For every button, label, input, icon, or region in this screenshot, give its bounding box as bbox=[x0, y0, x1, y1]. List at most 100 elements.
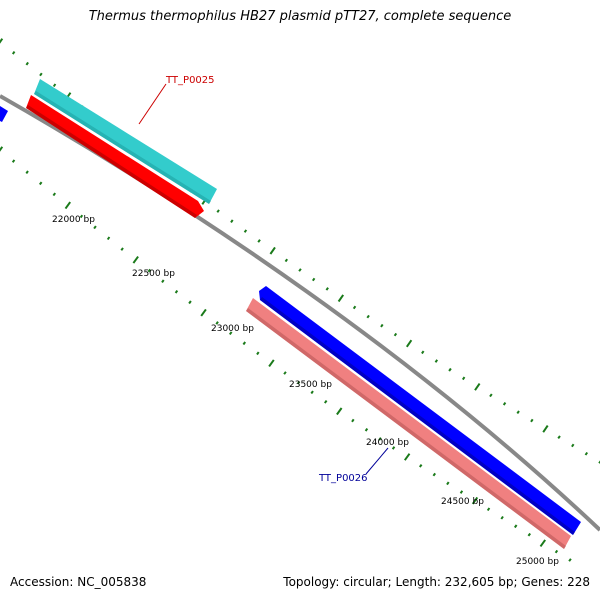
ring-1-tick bbox=[352, 305, 357, 310]
ring-1-tick bbox=[0, 38, 4, 44]
accession-text: Accession: NC_005838 bbox=[10, 575, 147, 589]
tick-label-22500: 22500 bp bbox=[132, 269, 175, 279]
ring-1-tick bbox=[216, 209, 220, 213]
ring-2-tick bbox=[539, 539, 547, 547]
ring-2-tick bbox=[161, 279, 165, 283]
ring-2-tick bbox=[268, 359, 275, 367]
ring-2-tick bbox=[25, 170, 29, 174]
ring-1-tick bbox=[337, 294, 345, 303]
ring-2-tick bbox=[0, 146, 4, 152]
feature-tt-p0026-cds-shade bbox=[260, 297, 575, 535]
ring-2-tick bbox=[554, 549, 559, 554]
ring-1-tick bbox=[530, 418, 534, 423]
ring-2-tick bbox=[256, 351, 260, 356]
ring-1-tick bbox=[257, 239, 261, 243]
ring-1-tick bbox=[25, 61, 29, 66]
ring-1-tick bbox=[461, 376, 466, 381]
ring-2-tick bbox=[79, 214, 84, 219]
ring-1-tick bbox=[39, 72, 43, 77]
feature-tt-p0026-gene[interactable] bbox=[246, 298, 571, 549]
feature-label-tt-p0025[interactable]: TT_P0025 bbox=[165, 75, 215, 86]
ring-1-tick bbox=[421, 350, 425, 355]
ring-2-tick bbox=[471, 496, 479, 505]
ring-2-tick bbox=[527, 532, 532, 537]
ring-2-tick bbox=[174, 290, 179, 294]
ring-2-tick bbox=[391, 446, 396, 450]
ring-1-tick bbox=[284, 258, 289, 263]
ring-1-tick bbox=[516, 410, 520, 414]
ring-2-tick bbox=[296, 380, 301, 385]
ring-1-tick bbox=[557, 435, 561, 439]
ring-1-tick bbox=[52, 83, 57, 88]
ring-1-tick bbox=[474, 383, 481, 391]
tick-label-23000: 23000 bp bbox=[211, 324, 254, 334]
ring-1-tick bbox=[325, 287, 329, 291]
ring-2-tick bbox=[11, 159, 16, 163]
ring-2-tick bbox=[500, 515, 504, 520]
ring-2-tick bbox=[568, 558, 572, 562]
feature-tt-p0026-gene-shade bbox=[246, 308, 566, 549]
ring-2-tick bbox=[486, 507, 491, 512]
tick-label-24500: 24500 bp bbox=[441, 497, 484, 507]
ring-1-tick bbox=[598, 460, 600, 464]
ring-1-tick bbox=[542, 425, 549, 433]
ring-2-tick bbox=[323, 400, 328, 404]
feature-label-tt-p0026[interactable]: TT_P0026 bbox=[318, 473, 368, 484]
feature-bars bbox=[0, 79, 581, 549]
feature-label-leader-tt-p0025 bbox=[138, 83, 167, 125]
ring-2-tick bbox=[147, 268, 151, 273]
tick-label-23500: 23500 bp bbox=[289, 380, 332, 390]
ring-2-tick bbox=[310, 390, 314, 395]
ring-1-tick bbox=[380, 323, 384, 328]
tick-label-24000: 24000 bp bbox=[366, 438, 409, 448]
ring-2-tick bbox=[93, 225, 97, 230]
ring-2-tick bbox=[432, 472, 437, 477]
ring-2-tick bbox=[336, 407, 343, 416]
ring-1-tick bbox=[405, 339, 413, 348]
ring-2-tick bbox=[132, 256, 139, 264]
ring-2-tick bbox=[446, 481, 450, 486]
feature-label-leader-tt-p0026 bbox=[365, 447, 389, 475]
ring-2-tick bbox=[38, 181, 43, 186]
ring-2-tick bbox=[106, 236, 111, 241]
feature-tt-p0026-cds[interactable] bbox=[259, 286, 581, 535]
tick-label-22000: 22000 bp bbox=[52, 215, 95, 225]
ring-1-tick bbox=[584, 451, 589, 456]
ring-2-tick bbox=[364, 428, 369, 432]
ring-1-tick bbox=[298, 268, 302, 272]
ring-1-tick bbox=[311, 277, 316, 282]
ring-1-tick bbox=[11, 51, 16, 55]
reverse-feature-partial bbox=[0, 106, 8, 122]
map-title: Thermus thermophilus HB27 plasmid pTT27,… bbox=[88, 9, 512, 24]
ring-2-tick bbox=[418, 464, 423, 468]
ring-1-tick bbox=[571, 443, 575, 448]
ring-2-tick bbox=[200, 308, 207, 317]
ring-2-tick bbox=[378, 437, 382, 441]
feature-tt-p0025-gene[interactable] bbox=[26, 95, 204, 218]
ring-2-tick bbox=[242, 341, 247, 346]
ring-1-tick bbox=[489, 393, 493, 398]
ring-2-tick bbox=[283, 371, 287, 375]
ring-1-tick bbox=[243, 229, 248, 233]
ring-1-tick bbox=[230, 219, 234, 223]
ring-1-tick bbox=[502, 402, 507, 406]
ring-2-tick bbox=[513, 524, 518, 529]
ring-2-tick bbox=[64, 201, 72, 210]
feature-tt-p0025-cds[interactable] bbox=[34, 79, 217, 204]
ring-2-tick bbox=[120, 247, 124, 251]
ring-1-tick bbox=[448, 367, 452, 372]
ring-1-tick bbox=[366, 314, 370, 319]
ring-2-tick bbox=[52, 192, 57, 197]
ring-2-tick bbox=[459, 490, 464, 494]
tick-labels: 22000 bp 22500 bp 23000 bp 23500 bp 2400… bbox=[52, 215, 559, 567]
ring-2-tick bbox=[188, 300, 192, 305]
ring-1-tick bbox=[434, 359, 439, 363]
feature-tt-p0025-cds-shade bbox=[34, 91, 211, 204]
ring-2-tick bbox=[351, 418, 355, 423]
ring-2-tick bbox=[215, 321, 219, 325]
feature-tt-p0025-gene-shade bbox=[26, 105, 197, 218]
ring-2-tick bbox=[228, 331, 233, 335]
ring-1-tick bbox=[393, 332, 398, 337]
